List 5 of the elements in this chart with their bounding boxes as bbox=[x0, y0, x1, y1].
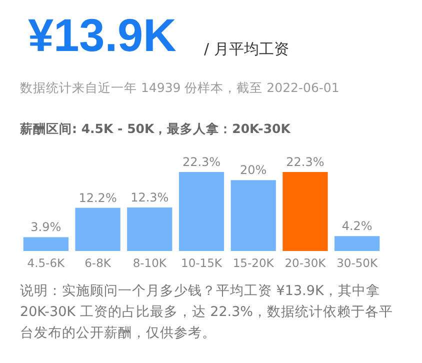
annotation: 数据统计来自近一年 14939 份样本，截至 2022-06-01 bbox=[20, 80, 340, 97]
title: ¥13.9K bbox=[28, 8, 176, 62]
annotation: 薪酬区间: 4.5K - 50K，最多人拿：20K-30K bbox=[20, 121, 290, 138]
annotation: 说明：实施顾问一个月多少钱？平均工资 ¥13.9K，其中拿20K-30K 工资的占比最多，达 22.3%，数据统计依赖于各平台发布的公开薪酬，仅供参考。 bbox=[20, 282, 394, 343]
subtitle: / 月平均工资 bbox=[204, 40, 289, 59]
